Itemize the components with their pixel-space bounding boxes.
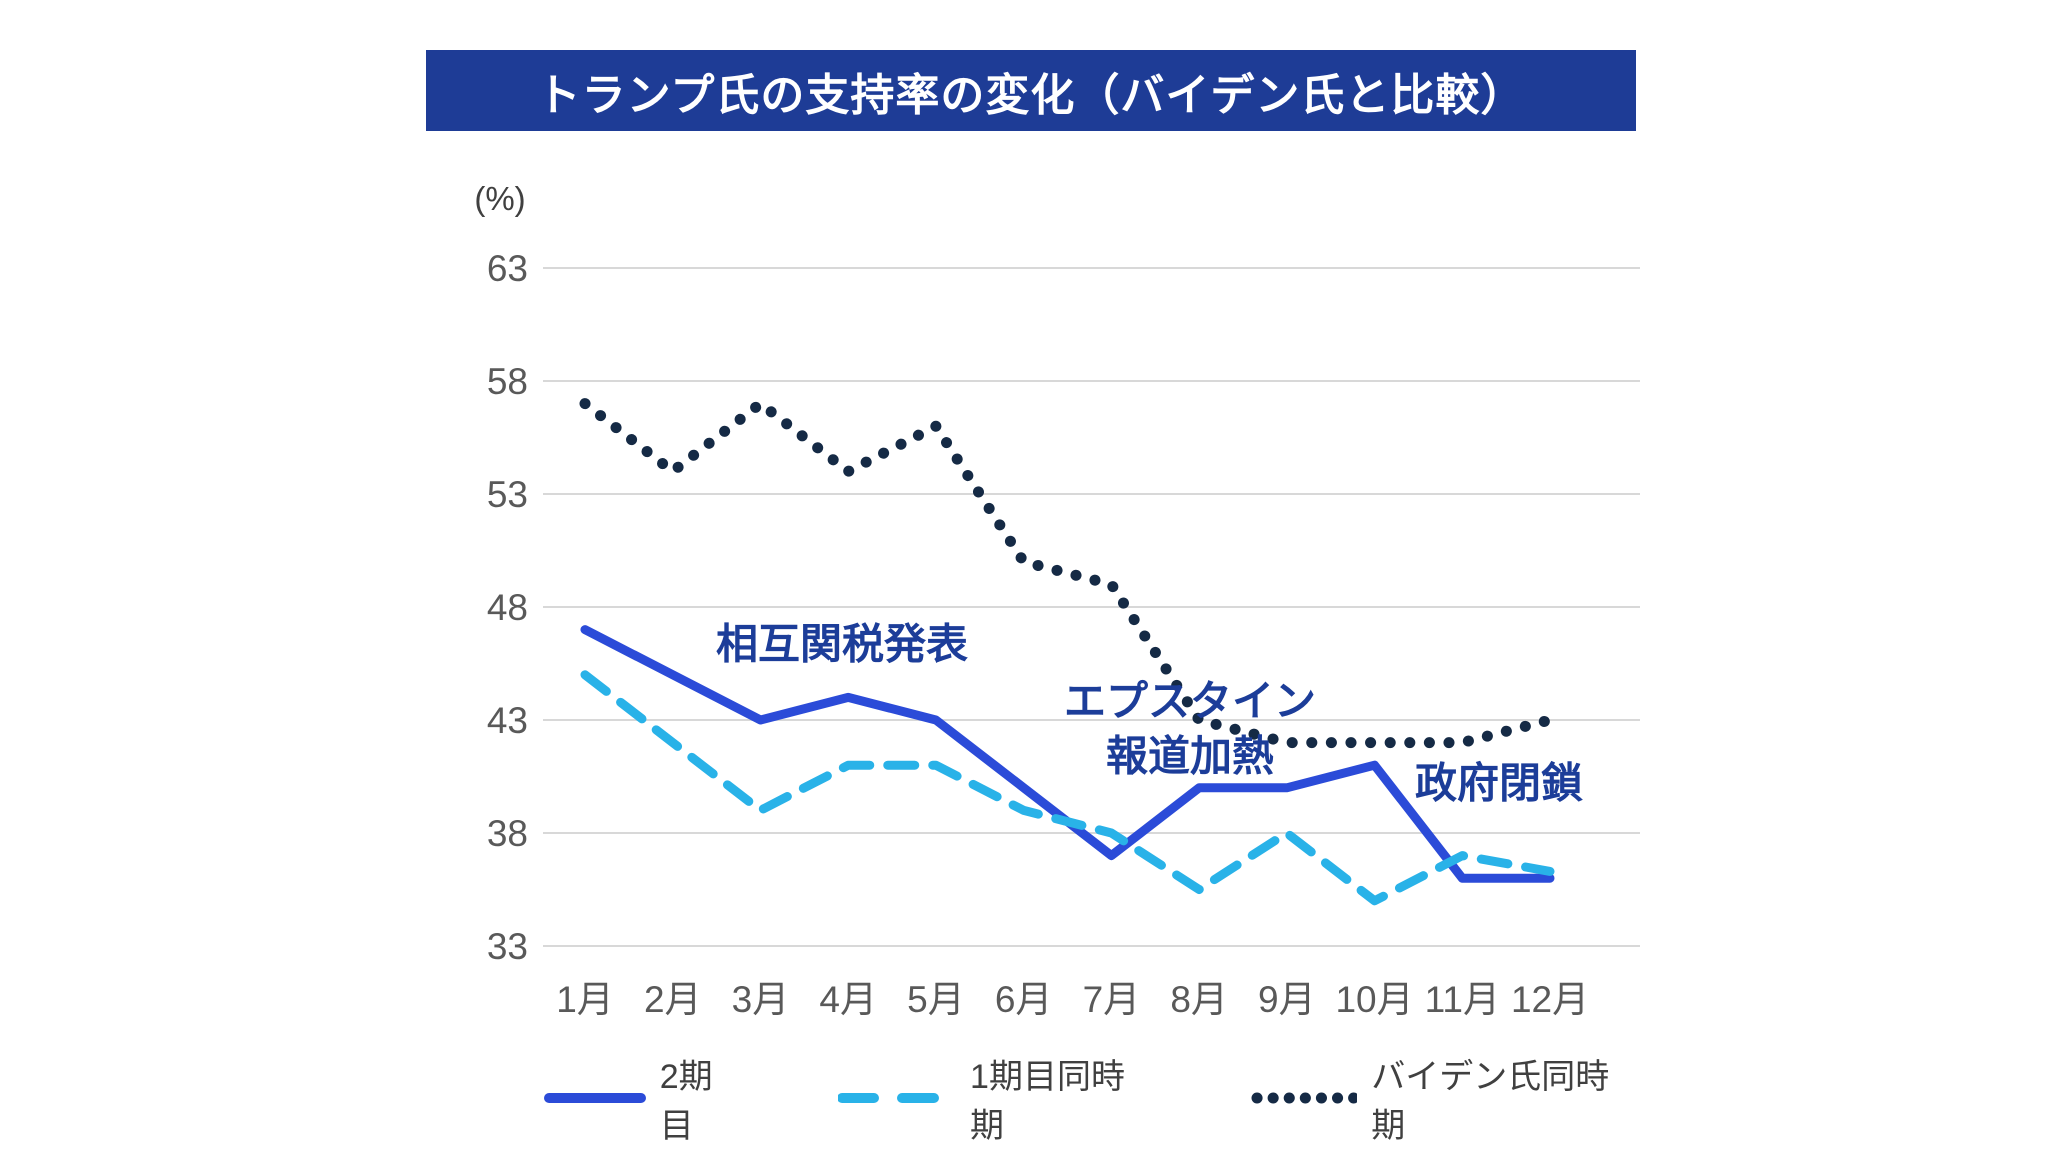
y-tick-43: 43 [487, 700, 528, 741]
y-axis-unit-label: (%) [474, 180, 525, 217]
series-line-2 [579, 398, 1556, 749]
annotation-tariff: 相互関税発表 [715, 620, 969, 668]
y-tick-48: 48 [487, 587, 528, 628]
x-tick-3: 3月 [732, 979, 790, 1020]
legend-item-biden: バイデン氏同時期 [1249, 1049, 1640, 1147]
legend-item-term1: 1期目同時期 [837, 1049, 1157, 1147]
y-tick-58: 58 [487, 361, 528, 402]
x-tick-7: 7月 [1083, 979, 1141, 1020]
legend-label-biden: バイデン氏同時期 [1371, 1058, 1610, 1145]
x-tick-12: 12月 [1511, 979, 1589, 1020]
x-tick-11: 11月 [1425, 979, 1500, 1020]
series-line-1 [580, 670, 1555, 906]
chart-legend: 2期目 1期目同時期 バイデン氏同時期 [543, 1058, 1640, 1145]
x-tick-5: 5月 [907, 979, 965, 1020]
x-tick-6: 6月 [995, 979, 1053, 1020]
annotation-shutdown: 政府閉鎖 [1414, 759, 1584, 807]
x-tick-9: 9月 [1258, 979, 1316, 1020]
chart-title-banner: トランプ氏の支持率の変化（バイデン氏と比較） [426, 50, 1636, 131]
chart-title: トランプ氏の支持率の変化（バイデン氏と比較） [536, 70, 1526, 120]
legend-swatch-solid-line [544, 1093, 646, 1103]
x-tick-8: 8月 [1170, 979, 1228, 1020]
legend-item-term2: 2期目 [543, 1049, 746, 1147]
legend-label-term2: 2期目 [659, 1058, 713, 1145]
legend-swatch-dashed-line [837, 1093, 957, 1103]
y-tick-63: 63 [487, 248, 528, 289]
y-tick-38: 38 [487, 813, 528, 854]
legend-label-term1: 1期目同時期 [970, 1058, 1125, 1145]
x-tick-2: 2月 [644, 979, 702, 1020]
y-tick-53: 53 [487, 474, 528, 515]
y-tick-33: 33 [487, 926, 528, 967]
annotation-epstein: エプスタイン 報道加熱 [1063, 677, 1317, 780]
legend-swatch-dotted-line [1251, 1092, 1358, 1104]
x-tick-10: 10月 [1335, 979, 1413, 1020]
x-tick-4: 4月 [819, 979, 877, 1020]
x-tick-1: 1月 [556, 979, 614, 1020]
